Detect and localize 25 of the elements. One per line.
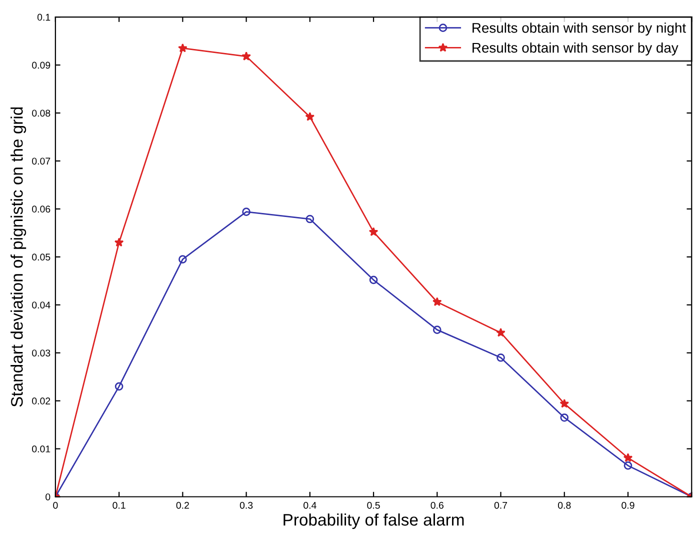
x-tick-label: 0.5: [367, 502, 380, 509]
y-tick-label: 0.1: [37, 14, 50, 21]
x-tick-label: 0.8: [558, 502, 571, 509]
y-axis-title: Standart deviation of pignistic on the grid: [10, 107, 26, 407]
y-tick-label: 0.02: [32, 398, 50, 404]
x-tick-label: 0: [53, 502, 58, 509]
y-tick-label: 0.08: [32, 110, 50, 117]
x-axis-title: Probability of false alarm: [284, 513, 464, 529]
y-tick-label: 0.04: [32, 302, 50, 308]
y-tick-label: 0.09: [32, 62, 50, 69]
x-tick-label: 0.7: [494, 502, 508, 509]
x-tick-label: 0.6: [430, 502, 444, 509]
x-tick-label: 0.2: [176, 502, 189, 509]
y-tick-label: 0.06: [32, 206, 50, 213]
y-tick-label: 0.03: [32, 350, 50, 356]
legend-label: Results obtain with sensor by day: [472, 42, 678, 56]
y-tick-label: 0.07: [32, 158, 50, 165]
legend-label: Results obtain with sensor by night: [472, 22, 686, 36]
x-tick-label: 0.4: [304, 502, 316, 509]
x-tick-label: 0.3: [240, 502, 253, 509]
y-tick-label: 0.01: [32, 446, 50, 452]
y-tick-label: 0.05: [32, 254, 50, 261]
x-tick-label: 0.1: [112, 502, 126, 509]
y-tick-label: 0: [46, 493, 50, 500]
x-tick-label: 0.9: [622, 502, 634, 509]
